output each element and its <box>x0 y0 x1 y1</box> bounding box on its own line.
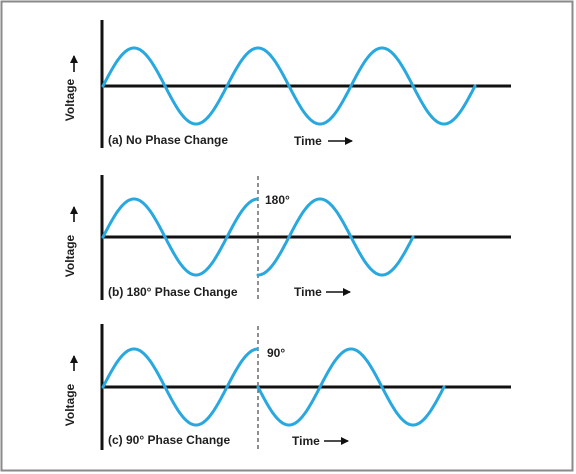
panel-a-caption: (a) No Phase Change <box>108 133 228 147</box>
panel-c: 90° Voltage (c) 90° Phase Change Time <box>63 324 511 452</box>
panel-b-waveform <box>101 197 415 277</box>
panel-c-y-label: Voltage <box>63 383 77 426</box>
panel-c-phase-label: 90° <box>267 346 285 360</box>
panel-a: Voltage (a) No Phase Change Time <box>63 20 511 148</box>
panel-c-time-label: Time <box>292 434 320 448</box>
panel-b: 180° Voltage (b) 180° Phase Change Time <box>63 175 511 300</box>
panel-c-caption: (c) 90° Phase Change <box>108 433 231 447</box>
panel-b-y-label: Voltage <box>63 234 77 277</box>
panel-a-y-label: Voltage <box>63 78 77 121</box>
panel-c-waveform <box>101 347 446 427</box>
panel-a-waveform <box>101 46 477 126</box>
panel-b-phase-label: 180° <box>265 193 290 207</box>
panel-a-time-label: Time <box>294 134 322 148</box>
panel-b-time-label: Time <box>294 285 322 299</box>
panel-b-caption: (b) 180° Phase Change <box>108 285 238 299</box>
